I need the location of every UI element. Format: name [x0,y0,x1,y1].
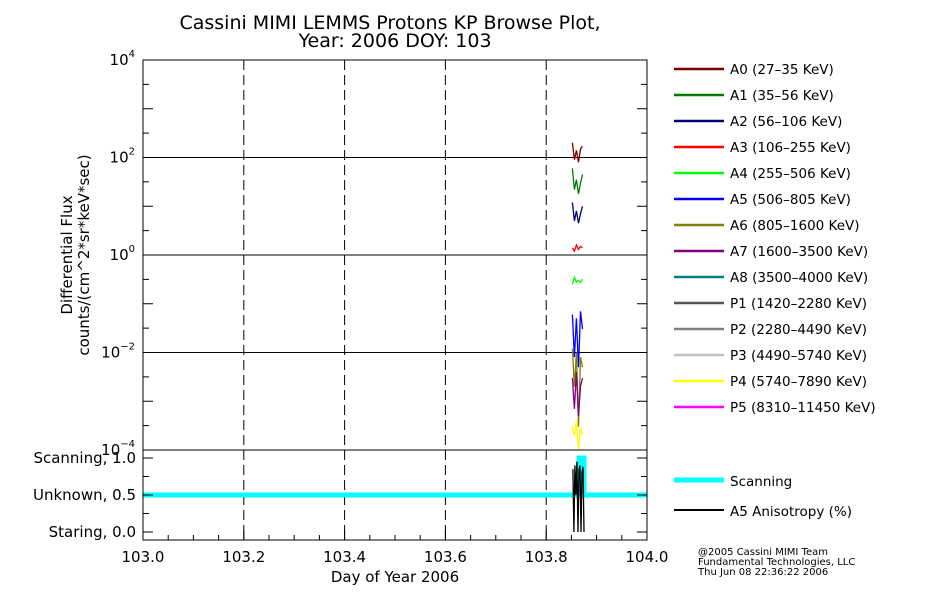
flux-tick-label: 10−4 [101,439,135,459]
flux-series-line [571,371,584,416]
legend-label: A0 (27–35 KeV) [730,62,834,78]
credit-line-3: Thu Jun 08 22:36:22 2006 [697,567,828,578]
chart-title: Cassini MIMI LEMMS Protons KP Browse Plo… [179,12,600,34]
flux-y-ticks: 104 102 100 10−2 10−4 [101,49,647,459]
legend-label: A7 (1600–3500 KeV) [730,244,868,260]
legend-label: A8 (3500–4000 KeV) [730,270,868,286]
credit-line-1: @2005 Cassini MIMI Team [698,547,828,558]
legend-label: P4 (5740–7890 KeV) [730,374,867,390]
x-tick-label: 103.8 [525,548,568,566]
x-tick-label: 103.0 [122,548,165,566]
legend-label: A2 (56–106 KeV) [730,114,842,130]
x-tick-label: 103.4 [323,548,366,566]
scanning-line [143,455,647,498]
mode-y-ticks: Scanning, 1.0 Unknown, 0.5 Staring, 0.0 [33,449,647,541]
flux-legend: A0 (27–35 KeV) A1 (35–56 KeV) A2 (56–106 K… [674,62,876,416]
flux-ylabel-line1: Differential Flux [58,195,76,314]
mode-tick-label: Unknown, 0.5 [33,486,136,504]
legend-label: A6 (805–1600 KeV) [730,218,860,234]
x-axis-label: Day of Year 2006 [331,568,459,586]
flux-tick-label: 100 [110,244,135,264]
flux-series-line [571,202,584,224]
legend-label: A5 (506–805 KeV) [730,192,851,208]
legend-label: P3 (4490–5740 KeV) [730,348,867,364]
x-tick-label: 103.2 [222,548,265,566]
mode-series-group [143,455,647,533]
legend-label: A4 (255–506 KeV) [730,166,851,182]
flux-series-line [571,275,584,285]
flux-series-line [571,168,584,194]
chart-subtitle: Year: 2006 DOY: 103 [297,30,491,52]
flux-series-line [571,243,583,253]
flux-tick-label: 104 [110,49,135,69]
x-tick-label: 103.6 [424,548,467,566]
flux-series-group [571,142,584,451]
mode-tick-label: Staring, 0.0 [49,523,136,541]
legend-label: P1 (1420–2280 KeV) [730,296,867,312]
mode-tick-label: Scanning, 1.0 [33,449,136,467]
flux-series-line [571,420,584,451]
legend-label: A1 (35–56 KeV) [730,88,834,104]
flux-panel-grid [143,59,647,451]
x-axis-ticks: 103.0 103.2 103.4 103.6 103.8 104.0 [122,530,669,566]
legend-label: A3 (106–255 KeV) [730,140,851,156]
legend-label: P5 (8310–11450 KeV) [730,400,876,416]
legend-label: Scanning [730,474,792,490]
flux-ylabel-line2: counts/(cm^2*sr*keV*sec) [75,154,93,355]
legend-label: A5 Anisotropy (%) [730,504,852,520]
mode-legend: Scanning A5 Anisotropy (%) [674,474,852,520]
anisotropy-line [572,461,585,533]
credit-line-2: Fundamental Technologies, LLC [698,557,855,568]
flux-tick-label: 10−2 [101,342,135,362]
flux-tick-label: 102 [110,147,135,167]
legend-label: P2 (2280–4490 KeV) [730,322,867,338]
flux-series-line [571,311,584,368]
x-tick-label: 104.0 [626,548,669,566]
flux-series-line [571,142,584,163]
